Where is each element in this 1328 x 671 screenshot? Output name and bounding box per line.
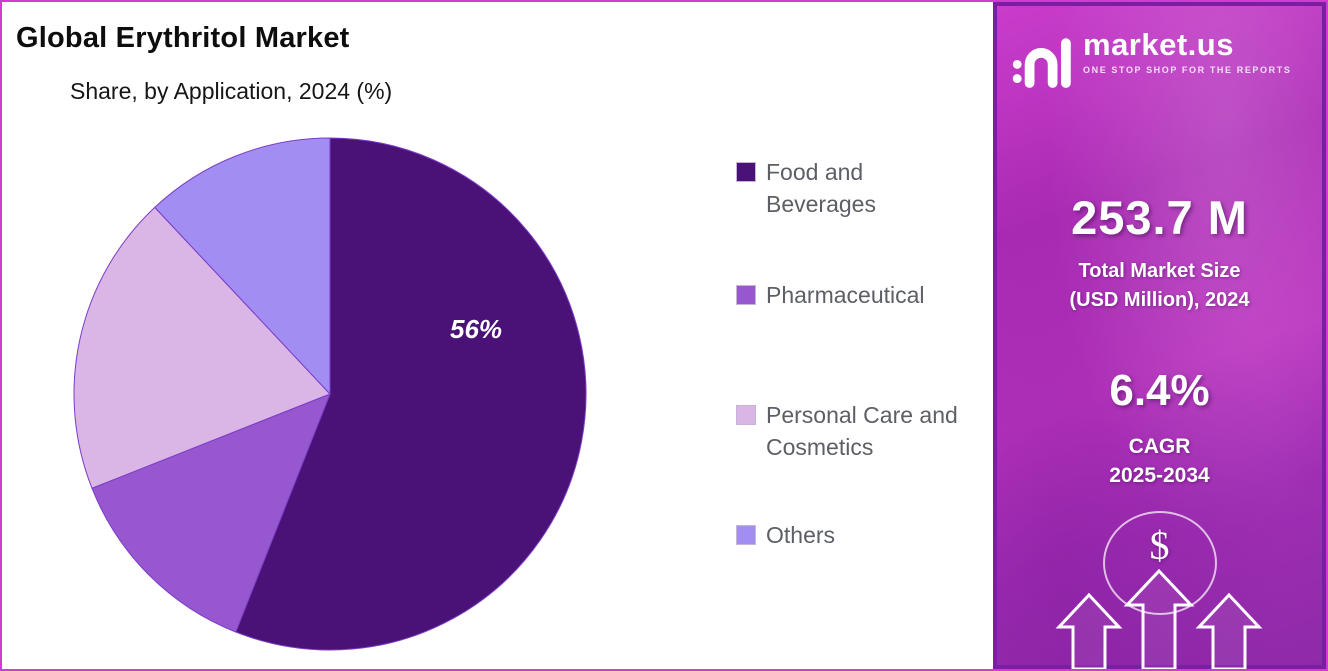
- market-size-value: 253.7 M: [1071, 191, 1248, 244]
- legend-swatch: [736, 524, 756, 545]
- brand-text: market.us ONE STOP SHOP FOR THE REPORTS: [1083, 27, 1292, 76]
- page-subtitle: Share, by Application, 2024 (%): [70, 78, 393, 104]
- pie-slice-others: [154, 137, 331, 396]
- chart-legend: Food and Beverages Pharmaceutical Personal…: [736, 157, 961, 552]
- brand-sidebar: market.us ONE STOP SHOP FOR THE REPORTS …: [993, 2, 1326, 669]
- pie-data-label: 56%: [450, 314, 503, 344]
- brand-tagline: ONE STOP SHOP FOR THE REPORTS: [1083, 65, 1292, 76]
- legend-label: Pharmaceutical: [766, 282, 925, 309]
- pie-slice-pharmaceutical: [91, 393, 331, 633]
- pie-slice-personal-care-and-cosmetics: [73, 206, 331, 489]
- legend-label: Personal Care and Cosmetics: [766, 402, 958, 460]
- cagr-label-line2: 2025-2034: [1109, 464, 1210, 488]
- cagr-stat: 6.4% CAGR 2025-2034: [997, 366, 1322, 491]
- cagr-label: CAGR 2025-2034: [997, 432, 1322, 491]
- market-size-label-line1: Total Market Size: [1078, 260, 1241, 282]
- pie-slice-food-and-beverages: [235, 137, 587, 651]
- legend-item: Pharmaceutical: [736, 280, 961, 312]
- cagr-label-line1: CAGR: [1128, 435, 1191, 458]
- legend-label: Others: [766, 521, 836, 548]
- decor-circle: [1102, 511, 1217, 615]
- market-size-label: Total Market Size (USD Million), 2024: [997, 257, 1322, 315]
- market-size-label-line2: (USD Million), 2024: [1069, 289, 1250, 311]
- legend-item: Food and Beverages: [736, 157, 961, 220]
- brand-header: market.us ONE STOP SHOP FOR THE REPORTS: [1011, 27, 1314, 88]
- legend-label: Food and Beverages: [766, 159, 876, 217]
- cagr-value: 6.4%: [1109, 366, 1210, 415]
- legend-swatch: [736, 405, 756, 426]
- dollar-icon: $: [1149, 523, 1170, 568]
- legend-swatch: [736, 162, 756, 182]
- brand-name: market.us: [1083, 27, 1234, 62]
- legend-item: Others: [736, 520, 961, 552]
- legend-item: Personal Care and Cosmetics: [736, 400, 961, 463]
- chart-area: Global Erythritol Market Share, by Appli…: [2, 2, 997, 669]
- growth-arrows-icon: [1055, 569, 1263, 669]
- legend-swatch: [736, 285, 756, 306]
- marketus-logo-icon: [1012, 38, 1071, 88]
- market-size-stat: 253.7 M Total Market Size (USD Million),…: [997, 190, 1322, 315]
- pie-chart: [73, 137, 587, 651]
- page-title: Global Erythritol Market: [16, 22, 350, 54]
